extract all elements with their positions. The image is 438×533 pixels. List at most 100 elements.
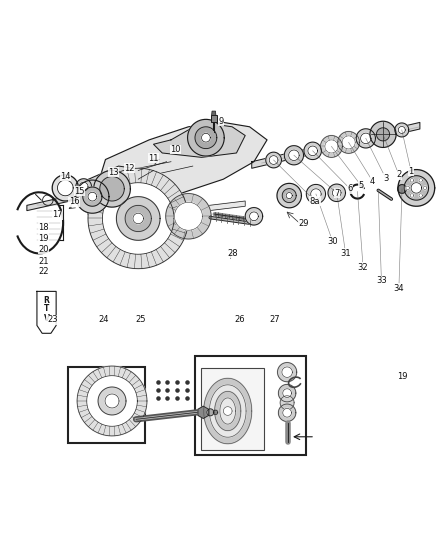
Polygon shape <box>304 142 321 159</box>
Polygon shape <box>94 171 131 207</box>
Polygon shape <box>269 156 278 164</box>
Polygon shape <box>215 391 241 431</box>
Polygon shape <box>198 406 208 418</box>
Text: 30: 30 <box>327 237 338 246</box>
Polygon shape <box>195 127 217 149</box>
Text: 18: 18 <box>38 223 49 232</box>
Text: 10: 10 <box>170 145 180 154</box>
Polygon shape <box>174 203 202 230</box>
FancyBboxPatch shape <box>195 356 306 455</box>
Polygon shape <box>252 123 420 168</box>
Text: 13: 13 <box>108 168 119 177</box>
Polygon shape <box>97 123 267 214</box>
Polygon shape <box>377 128 389 141</box>
Text: 32: 32 <box>358 263 368 272</box>
Polygon shape <box>284 146 304 165</box>
Polygon shape <box>328 184 346 201</box>
FancyBboxPatch shape <box>201 368 264 450</box>
Text: T: T <box>44 304 49 313</box>
Polygon shape <box>282 189 296 203</box>
Polygon shape <box>398 126 405 133</box>
Text: 25: 25 <box>135 315 146 324</box>
Text: 17: 17 <box>52 211 63 220</box>
Text: 26: 26 <box>235 315 245 324</box>
Polygon shape <box>153 123 245 157</box>
Polygon shape <box>410 179 414 182</box>
Polygon shape <box>356 129 375 148</box>
Polygon shape <box>410 193 414 197</box>
Polygon shape <box>280 395 294 410</box>
Text: 16: 16 <box>69 197 79 206</box>
Text: 4: 4 <box>370 177 375 186</box>
Polygon shape <box>370 121 396 148</box>
Text: 33: 33 <box>376 276 387 285</box>
Polygon shape <box>98 387 126 415</box>
Text: 20: 20 <box>38 245 49 254</box>
Text: 14: 14 <box>60 172 71 181</box>
Polygon shape <box>37 292 56 333</box>
Polygon shape <box>289 150 299 160</box>
Polygon shape <box>166 193 211 239</box>
Text: 21: 21 <box>38 257 49 266</box>
Polygon shape <box>209 385 246 437</box>
Text: 19: 19 <box>397 372 408 381</box>
Polygon shape <box>311 189 321 199</box>
Polygon shape <box>325 140 338 153</box>
Text: 29: 29 <box>299 219 309 228</box>
Text: 6: 6 <box>347 184 353 193</box>
Polygon shape <box>308 146 318 156</box>
Polygon shape <box>187 119 224 156</box>
Polygon shape <box>406 186 410 190</box>
Polygon shape <box>83 187 102 206</box>
Polygon shape <box>398 169 434 206</box>
Text: 28: 28 <box>228 249 238 258</box>
Text: 8a: 8a <box>310 197 320 206</box>
FancyBboxPatch shape <box>68 367 145 443</box>
Polygon shape <box>52 175 78 201</box>
Text: 3: 3 <box>383 174 389 183</box>
Polygon shape <box>88 168 188 269</box>
Polygon shape <box>332 189 341 197</box>
Polygon shape <box>201 133 210 142</box>
Polygon shape <box>283 389 291 398</box>
Polygon shape <box>101 201 245 224</box>
Polygon shape <box>282 367 292 377</box>
Text: 9: 9 <box>219 117 224 126</box>
Polygon shape <box>117 197 160 240</box>
Polygon shape <box>279 384 296 402</box>
Polygon shape <box>27 188 106 211</box>
Polygon shape <box>411 183 422 193</box>
Text: 22: 22 <box>38 267 49 276</box>
Text: 19: 19 <box>38 233 49 243</box>
Polygon shape <box>220 398 236 424</box>
Polygon shape <box>125 205 151 231</box>
Text: 2: 2 <box>396 171 402 179</box>
Polygon shape <box>286 192 292 199</box>
Text: 5: 5 <box>358 181 364 190</box>
Polygon shape <box>278 362 297 382</box>
Polygon shape <box>207 409 214 416</box>
Polygon shape <box>76 180 109 213</box>
Text: R: R <box>44 296 49 305</box>
Polygon shape <box>211 116 217 123</box>
Polygon shape <box>398 184 406 193</box>
Polygon shape <box>277 183 301 208</box>
Polygon shape <box>404 176 428 200</box>
Polygon shape <box>105 394 119 408</box>
Text: 23: 23 <box>47 315 57 324</box>
Polygon shape <box>424 186 427 190</box>
Polygon shape <box>279 404 296 422</box>
Polygon shape <box>77 366 147 436</box>
Polygon shape <box>102 183 174 254</box>
Polygon shape <box>360 133 371 143</box>
Text: 1: 1 <box>409 167 414 176</box>
Text: 12: 12 <box>124 164 135 173</box>
Polygon shape <box>419 193 423 197</box>
Polygon shape <box>57 180 73 196</box>
Text: 34: 34 <box>394 284 404 293</box>
Polygon shape <box>223 407 232 415</box>
Polygon shape <box>212 111 216 116</box>
Polygon shape <box>76 179 92 195</box>
Polygon shape <box>213 410 218 415</box>
Text: 31: 31 <box>340 249 351 258</box>
